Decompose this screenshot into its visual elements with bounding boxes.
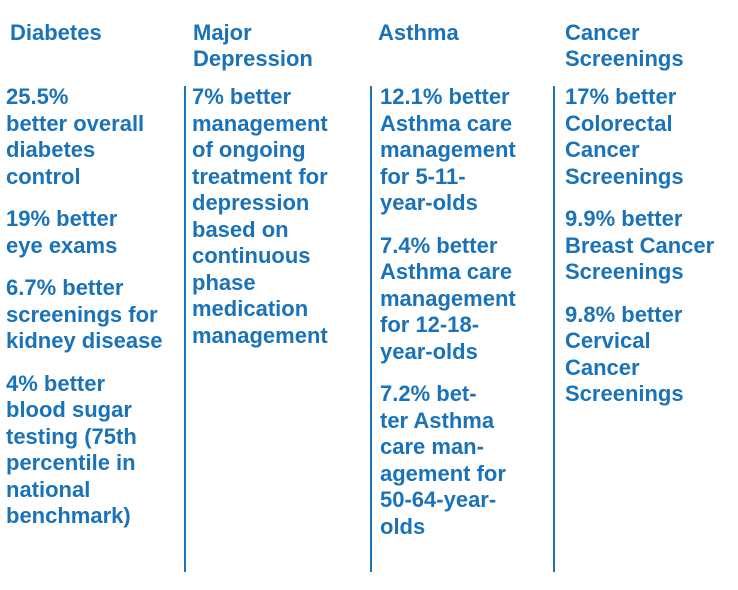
stat-item: 17% better Colorectal Cancer Screenings [565,84,684,189]
stat-item: 7% better management of ongoing treatmen… [192,84,328,348]
column-divider [553,86,555,572]
stat-item: 6.7% better screenings for kidney diseas… [6,275,163,353]
column-heading-major-depression: Major Depression [193,20,313,71]
stat-item: 9.9% better Breast Cancer Screenings [565,206,715,284]
stat-item: 9.8% better Cervical Cancer Screenings [565,301,684,407]
stat-item: 12.1% better Asthma care management for … [380,84,516,215]
column-heading-asthma: Asthma [378,20,459,45]
stat-item: 7.4% better Asthma care management for 1… [380,232,516,364]
column-heading-diabetes: Diabetes [10,20,102,45]
stat-list-major-depression: 7% better management of ongoing treatmen… [192,84,364,365]
column-divider [184,86,186,572]
stat-list-asthma: 12.1% better Asthma care management for … [380,84,550,556]
stat-item: 4% better blood sugar testing (75th perc… [6,370,137,529]
stat-item: 7.2% bet- ter Asthma care man- agement f… [380,381,506,539]
column-heading-cancer-screenings: Cancer Screenings [565,20,684,71]
stat-item: 25.5% better overall diabetes control [6,84,145,189]
column-divider [370,86,372,572]
stat-item: 19% better eye exams [6,206,118,258]
stat-list-diabetes: 25.5% better overall diabetes control 19… [6,84,182,546]
stat-list-cancer-screenings: 17% better Colorectal Cancer Screenings … [565,84,737,424]
